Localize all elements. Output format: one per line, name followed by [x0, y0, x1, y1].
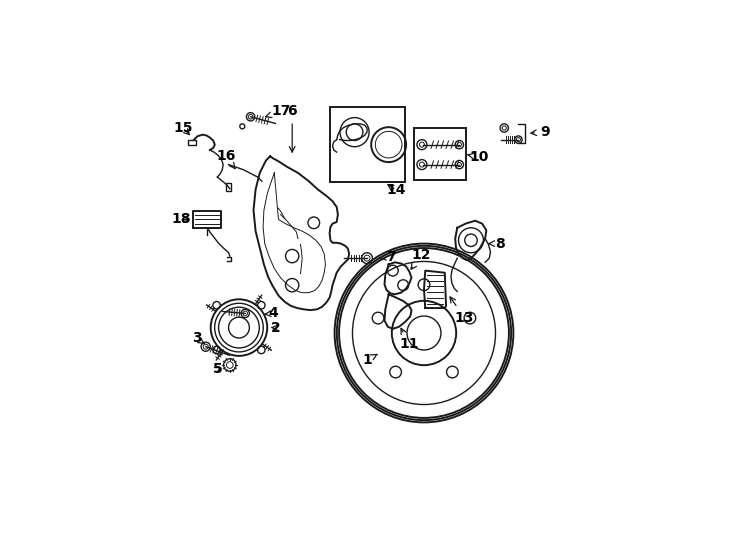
Text: 8: 8 — [489, 237, 505, 251]
Text: 7: 7 — [380, 250, 396, 264]
Text: 12: 12 — [411, 248, 431, 269]
Text: 5: 5 — [212, 362, 222, 376]
Text: 16: 16 — [216, 149, 236, 168]
Bar — [330, 107, 405, 182]
Text: 17: 17 — [266, 104, 291, 118]
Text: 18: 18 — [172, 212, 192, 226]
Text: 3: 3 — [192, 332, 204, 346]
Text: 9: 9 — [531, 125, 549, 139]
Text: 1: 1 — [362, 353, 377, 367]
Text: 14: 14 — [386, 184, 406, 198]
Text: 4: 4 — [265, 306, 278, 320]
Bar — [188, 140, 196, 145]
Text: 6: 6 — [288, 104, 297, 152]
Bar — [225, 183, 230, 191]
Text: 10: 10 — [467, 150, 489, 164]
Bar — [413, 129, 465, 180]
Text: 11: 11 — [400, 328, 419, 351]
Text: 2: 2 — [271, 321, 280, 335]
Text: 13: 13 — [450, 297, 474, 325]
Text: 15: 15 — [173, 121, 192, 135]
